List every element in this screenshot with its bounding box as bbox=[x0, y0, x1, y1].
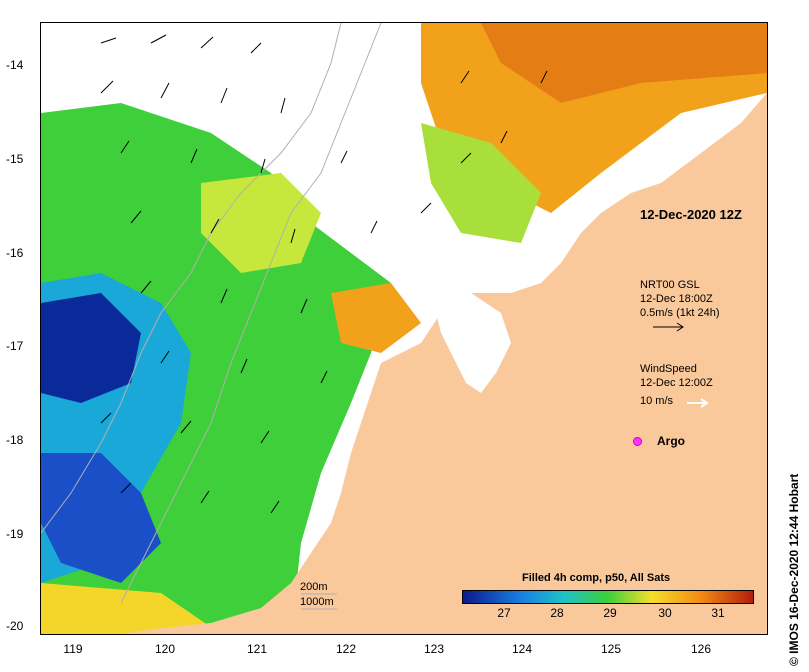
depth-1000-label: 1000m bbox=[300, 596, 334, 608]
y-tick-label: -18 bbox=[6, 433, 24, 447]
current-legend-arrowhead bbox=[676, 322, 684, 332]
colorbar-title: Filled 4h comp, p50, All Sats bbox=[522, 572, 671, 584]
argo-marker-icon bbox=[633, 437, 642, 446]
x-tick-label: 125 bbox=[600, 642, 622, 656]
map-panel bbox=[40, 22, 768, 635]
x-tick-label: 122 bbox=[335, 642, 357, 656]
date-label: 12-Dec-2020 12Z bbox=[640, 207, 742, 222]
y-tick-label: -20 bbox=[6, 619, 24, 633]
x-tick-label: 124 bbox=[511, 642, 533, 656]
wind-legend-arrowhead bbox=[700, 398, 709, 408]
wind-legend-line2: 12-Dec 12:00Z bbox=[640, 377, 713, 389]
y-tick-label: -15 bbox=[6, 152, 24, 166]
y-tick-label: -14 bbox=[6, 58, 24, 72]
x-tick-label: 123 bbox=[423, 642, 445, 656]
depth-200-label: 200m bbox=[300, 581, 328, 593]
argo-label: Argo bbox=[657, 434, 685, 448]
y-tick-label: -17 bbox=[6, 339, 24, 353]
y-tick-label: -19 bbox=[6, 527, 24, 541]
wind-legend-line1: WindSpeed bbox=[640, 363, 697, 375]
currents-legend-line2: 12-Dec 18:00Z bbox=[640, 293, 713, 305]
bathymetry-contours bbox=[41, 23, 382, 604]
colorbar-label: 31 bbox=[711, 606, 725, 620]
colorbar-label: 27 bbox=[497, 606, 511, 620]
colorbar-label: 29 bbox=[603, 606, 617, 620]
x-tick-label: 121 bbox=[246, 642, 268, 656]
wind-legend-line3: 10 m/s bbox=[640, 395, 674, 407]
colorbar bbox=[462, 590, 754, 604]
currents-legend-line3: 0.5m/s (1kt 24h) bbox=[640, 307, 720, 319]
x-tick-label: 119 bbox=[63, 642, 83, 656]
x-tick-label: 120 bbox=[154, 642, 176, 656]
x-tick-label: 126 bbox=[690, 642, 712, 656]
y-tick-label: -16 bbox=[6, 246, 24, 260]
credit-text: © IMOS 16-Dec-2020 12:44 Hobart bbox=[787, 473, 801, 666]
land-mass bbox=[121, 93, 767, 634]
current-vectors bbox=[100, 34, 548, 514]
sst-map bbox=[41, 23, 767, 634]
colorbar-label: 30 bbox=[658, 606, 672, 620]
colorbar-label: 28 bbox=[550, 606, 564, 620]
currents-legend-line1: NRT00 GSL bbox=[640, 279, 700, 291]
